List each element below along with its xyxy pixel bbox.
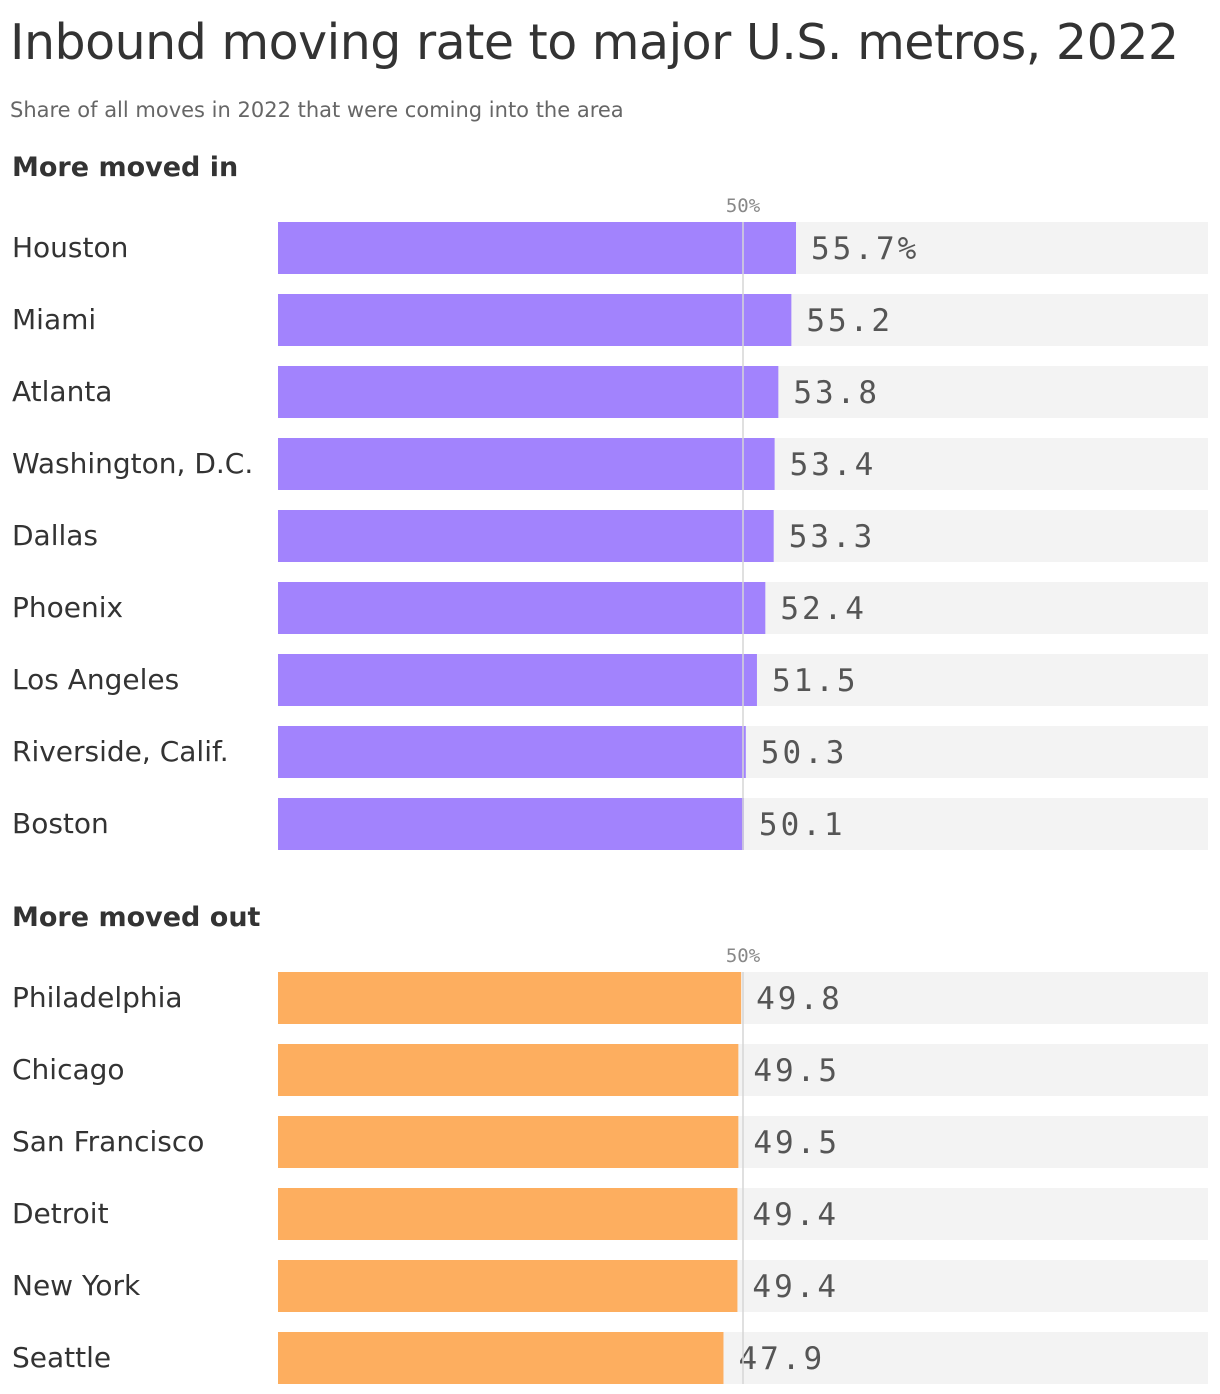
category-label: Phoenix [12,591,123,624]
bar [278,1044,739,1096]
chart-subtitle: Share of all moves in 2022 that were com… [10,98,624,122]
category-label: Los Angeles [12,663,179,696]
bar [278,222,797,274]
value-label: 52.4 [780,591,867,627]
bar [278,510,774,562]
value-label: 49.5 [753,1125,840,1161]
value-label: 55.7% [811,231,919,267]
category-label: Houston [12,231,128,264]
reference-label: 50% [726,945,761,967]
category-label: Boston [12,807,109,840]
bar [278,1116,739,1168]
bar [278,972,742,1024]
bar [278,654,757,706]
bar [278,438,775,490]
value-label: 53.4 [790,447,877,483]
value-label: 50.3 [761,735,848,771]
value-label: 49.8 [756,981,843,1017]
category-label: Atlanta [12,375,112,408]
category-label: Chicago [12,1053,125,1086]
category-label: Miami [12,303,96,336]
value-label: 55.2 [806,303,893,339]
category-label: San Francisco [12,1125,204,1158]
bar [278,726,746,778]
value-label: 49.5 [753,1053,840,1089]
category-label: Dallas [12,519,98,552]
bar [278,294,792,346]
category-label: New York [12,1269,141,1302]
value-label: 53.8 [793,375,880,411]
category-label: Philadelphia [12,981,183,1014]
bar [278,582,766,634]
bar [278,366,779,418]
bar [278,1188,738,1240]
category-label: Riverside, Calif. [12,735,229,768]
category-label: Seattle [12,1341,111,1374]
bar [278,1332,724,1384]
value-label: 49.4 [752,1269,839,1305]
section-title: More moved out [12,902,261,933]
value-label: 51.5 [772,663,859,699]
bar [278,1260,738,1312]
chart-title: Inbound moving rate to major U.S. metros… [10,14,1179,71]
value-label: 50.1 [759,807,846,843]
category-label: Washington, D.C. [12,447,253,480]
value-label: 53.3 [789,519,876,555]
value-label: 49.4 [752,1197,839,1233]
section-title: More moved in [12,152,238,183]
reference-label: 50% [726,195,761,217]
value-label: 47.9 [738,1341,825,1377]
category-label: Detroit [12,1197,109,1230]
bar [278,798,744,850]
